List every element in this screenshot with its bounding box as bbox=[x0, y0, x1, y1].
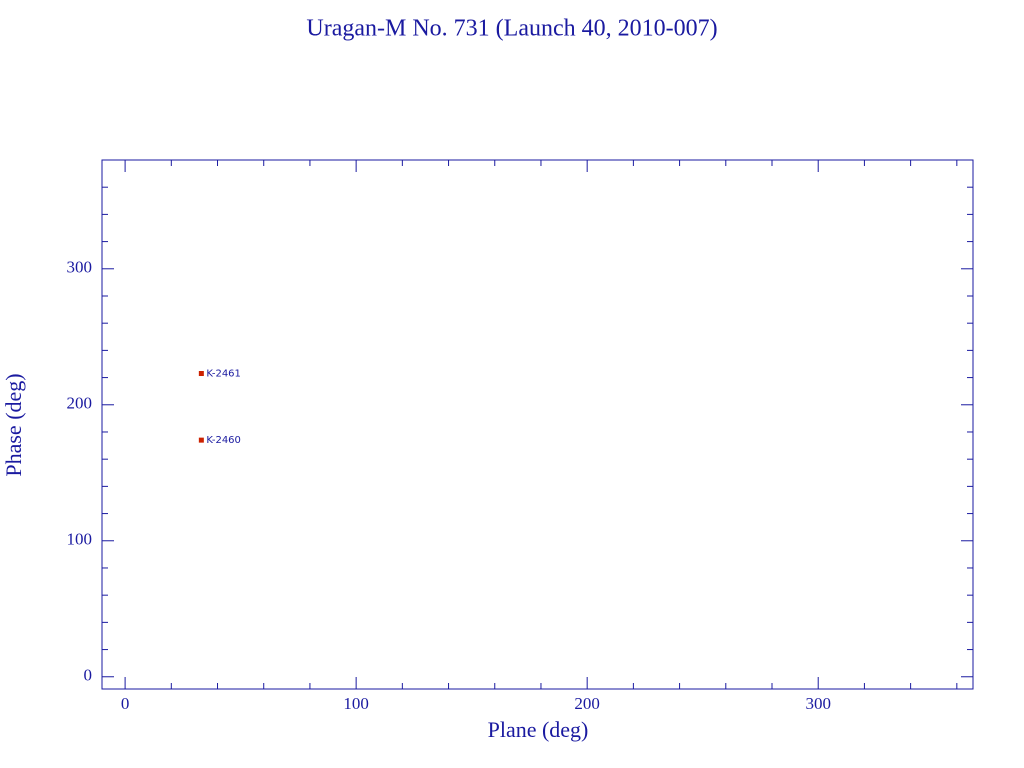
x-tick-label: 0 bbox=[121, 694, 130, 713]
y-tick-label: 100 bbox=[67, 530, 93, 549]
x-tick-label: 300 bbox=[805, 694, 831, 713]
point-label: K-2461 bbox=[206, 369, 241, 380]
y-tick-label: 0 bbox=[84, 666, 93, 685]
y-tick-label: 200 bbox=[67, 394, 93, 413]
point bbox=[198, 437, 204, 443]
y-axis-label: Phase (deg) bbox=[1, 373, 26, 476]
point bbox=[198, 371, 204, 377]
plot-frame bbox=[101, 159, 974, 690]
chart-title: Uragan-M No. 731 (Launch 40, 2010-007) bbox=[306, 16, 717, 42]
y-tick-label: 300 bbox=[67, 258, 93, 277]
x-axis-label: Plane (deg) bbox=[488, 717, 589, 742]
x-tick-label: 100 bbox=[343, 694, 369, 713]
point-label: K-2460 bbox=[206, 435, 241, 446]
x-tick-label: 200 bbox=[574, 694, 600, 713]
